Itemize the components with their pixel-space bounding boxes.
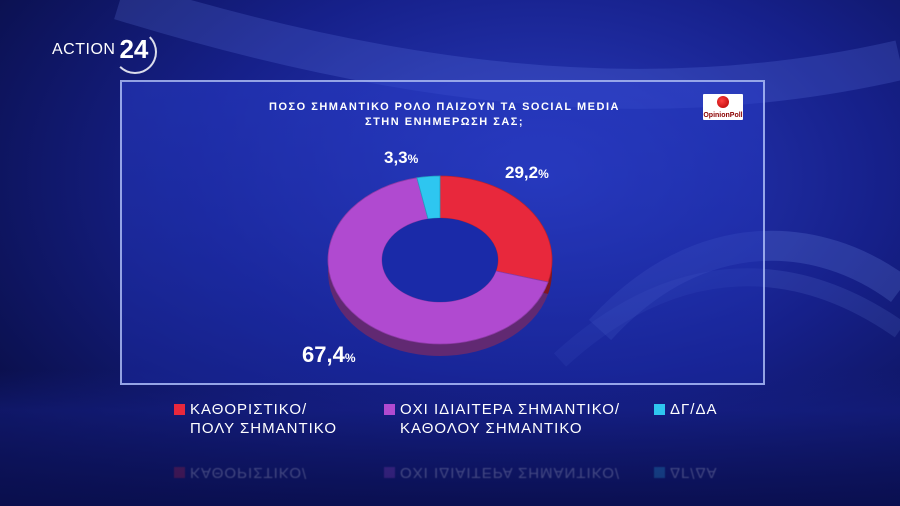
- legend-item-slice-2: ΔΓ/ΔΑ: [654, 400, 718, 419]
- logo-ring-icon: [113, 30, 158, 74]
- logo-number: 24: [113, 30, 158, 74]
- data-label-slice-2: 3,3%: [384, 148, 419, 167]
- legend-label: ΚΑΘΟΛΟΥ ΣΗΜΑΝΤΙΚΟ: [400, 420, 583, 437]
- chart-legend: ΚΑΘΟΡΙΣΤΙΚΟ/ ΠΟΛΥ ΣΗΜΑΝΤΙΚΟ ΟΧΙ ΙΔΙΑΙΤΕΡ…: [170, 400, 770, 450]
- data-label-slice-1: 67,4%: [302, 342, 356, 367]
- channel-logo: ACTION 24: [52, 30, 158, 74]
- legend-label: ΟΧΙ ΙΔΙΑΙΤΕΡΑ ΣΗΜΑΝΤΙΚΟ/: [400, 401, 621, 418]
- chart-title-line: ΠΟΣΟ ΣΗΜΑΝΤΙΚΟ ΡΟΛΟ ΠΑΙΖΟΥΝ ΤΑ SOCIAL ME…: [269, 101, 620, 113]
- legend-swatch: [654, 404, 665, 415]
- donut-chart: [327, 175, 553, 356]
- chart-panel: ΠΟΣΟ ΣΗΜΑΝΤΙΚΟ ΡΟΛΟ ΠΑΙΖΟΥΝ ΤΑ SOCIAL ME…: [120, 80, 765, 385]
- legend-swatch: [174, 404, 185, 415]
- opinionpoll-logo-text: OpinionPoll: [703, 112, 743, 119]
- logo-text: ACTION: [52, 40, 116, 58]
- legend-reflection: ΚΑΘΟΡΙΣΤΙΚΟ/ ΟΧΙ ΙΔΙΑΙΤΕΡΑ ΣΗΜΑΝΤΙΚΟ/ ΔΓ…: [170, 452, 770, 482]
- legend-label: ΔΓ/ΔΑ: [670, 401, 718, 418]
- chart-title: ΠΟΣΟ ΣΗΜΑΝΤΙΚΟ ΡΟΛΟ ΠΑΙΖΟΥΝ ΤΑ SOCIAL ME…: [122, 100, 767, 130]
- chart-title-line: ΣΤΗΝ ΕΝΗΜΕΡΩΣΗ ΣΑΣ;: [364, 116, 525, 128]
- opinionpoll-logo-icon: [717, 96, 729, 108]
- legend-label: ΠΟΛΥ ΣΗΜΑΝΤΙΚΟ: [190, 420, 338, 437]
- legend-swatch: [384, 404, 395, 415]
- legend-item-slice-0: ΚΑΘΟΡΙΣΤΙΚΟ/ ΠΟΛΥ ΣΗΜΑΝΤΙΚΟ: [174, 400, 338, 438]
- legend-label: ΚΑΘΟΡΙΣΤΙΚΟ/: [190, 401, 308, 418]
- data-label-slice-0: 29,2%: [505, 163, 549, 182]
- legend-item-slice-1: ΟΧΙ ΙΔΙΑΙΤΕΡΑ ΣΗΜΑΝΤΙΚΟ/ ΚΑΘΟΛΟΥ ΣΗΜΑΝΤΙ…: [384, 400, 621, 438]
- opinionpoll-logo: OpinionPoll: [703, 94, 743, 120]
- donut-hole: [382, 218, 498, 302]
- floor-reflection-area: [0, 370, 900, 506]
